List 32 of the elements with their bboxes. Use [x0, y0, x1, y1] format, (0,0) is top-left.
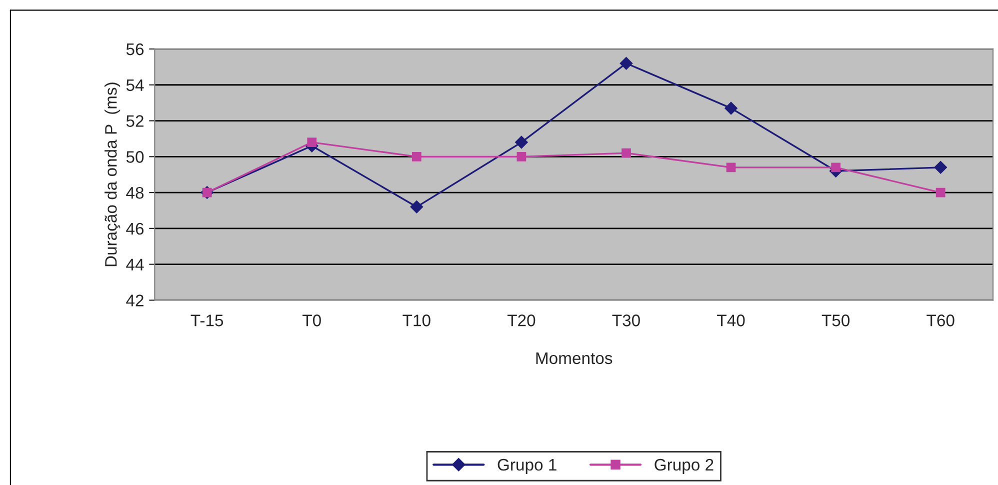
x-tick-label: T30 [612, 314, 640, 326]
point [410, 200, 424, 214]
legend-label: Grupo 1 [498, 458, 556, 474]
point [934, 161, 948, 174]
x-tick-label: T60 [926, 314, 954, 326]
point [831, 162, 841, 172]
x-axis-title: Momentos [536, 352, 612, 364]
y-tick-label: 56 [126, 43, 144, 56]
x-tick-label: T50 [822, 314, 850, 326]
point [412, 152, 422, 162]
y-tick-label: 42 [126, 294, 144, 306]
point [307, 138, 317, 147]
x-tick-label: T10 [402, 314, 430, 326]
y-tick-label: 44 [126, 258, 144, 270]
y-tick-label: 50 [126, 151, 144, 163]
x-tick-label: T-15 [190, 314, 224, 326]
point [936, 188, 946, 198]
x-tick-label: T40 [717, 314, 745, 326]
point [516, 152, 526, 162]
point [726, 162, 736, 172]
x-tick-label: T20 [507, 314, 536, 326]
point [622, 148, 631, 158]
y-tick-label: 46 [126, 222, 144, 235]
y-tick-label: 52 [126, 115, 144, 127]
point [515, 136, 528, 149]
y-axis-title: Duração da onda P (ms) [104, 82, 120, 266]
point [724, 102, 738, 115]
y-tick-label: 48 [126, 186, 144, 199]
legend-label: Grupo 2 [654, 458, 714, 474]
y-tick-label: 54 [126, 79, 144, 92]
x-tick-label: T0 [302, 314, 321, 326]
point [620, 56, 633, 70]
